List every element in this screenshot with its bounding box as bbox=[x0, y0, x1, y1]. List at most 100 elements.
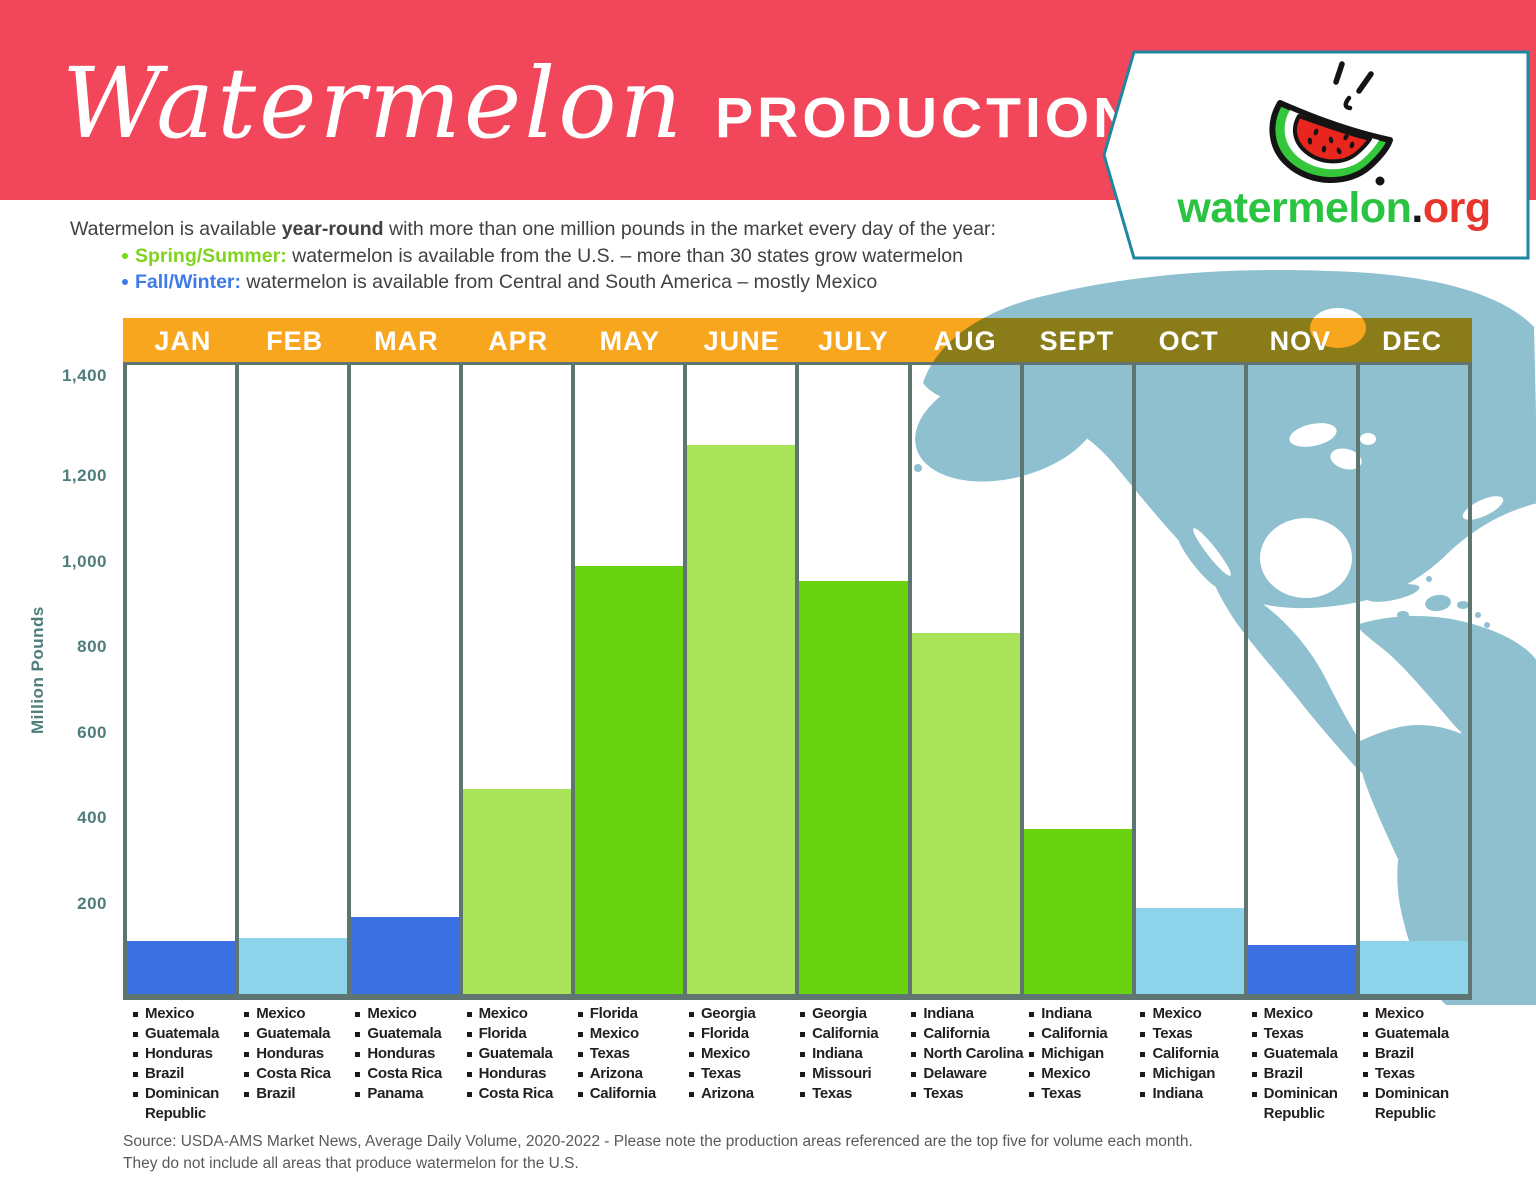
bullet-dot-icon bbox=[122, 279, 128, 285]
producer-lists-row: Mexico Guatemala Honduras Brazil Dominican R… bbox=[123, 1004, 1472, 1124]
bar-sept bbox=[1023, 829, 1132, 994]
bullet-dot-icon bbox=[122, 253, 128, 259]
logo-tld: org bbox=[1422, 184, 1491, 232]
producer-item: Delaware bbox=[910, 1064, 1023, 1084]
bar-aug bbox=[911, 633, 1020, 994]
producer-item: Georgia bbox=[688, 1004, 794, 1024]
south-america-silhouette bbox=[1356, 616, 1536, 1005]
intro-bullet-label: Spring/Summer: bbox=[135, 245, 287, 267]
producer-list-feb: Mexico Guatemala Honduras Costa Rica Brazil bbox=[238, 1004, 349, 1124]
intro-bullet-0: Spring/Summer: watermelon is available f… bbox=[120, 243, 1120, 269]
intro-bullet-list: Spring/Summer: watermelon is available f… bbox=[70, 243, 1120, 295]
producer-item: Mexico bbox=[243, 1004, 349, 1024]
y-tick-800: 800 bbox=[77, 637, 107, 656]
intro-bullet-1: Fall/Winter: watermelon is available fro… bbox=[120, 269, 1120, 295]
producer-item: Brazil bbox=[132, 1064, 238, 1084]
producer-item: Guatemala bbox=[1362, 1024, 1468, 1044]
y-tick-600: 600 bbox=[77, 723, 107, 742]
producer-item: Michigan bbox=[1139, 1064, 1245, 1084]
producer-item: Guatemala bbox=[132, 1024, 238, 1044]
producer-item: Dominican Republic bbox=[1362, 1084, 1468, 1124]
month-label-aug: AUG bbox=[933, 326, 997, 356]
producer-item: Indiana bbox=[799, 1044, 905, 1064]
producer-item: Mexico bbox=[1362, 1004, 1468, 1024]
producer-item: Florida bbox=[577, 1004, 683, 1024]
logo-wordmark[interactable]: watermelon.org bbox=[1140, 184, 1528, 233]
bar-jan bbox=[127, 941, 236, 994]
source-note: Source: USDA-AMS Market News, Average Da… bbox=[123, 1131, 1193, 1174]
bar-june bbox=[687, 445, 796, 994]
bar-dec bbox=[1359, 941, 1468, 994]
chart-column-jan bbox=[127, 365, 240, 994]
intro-bold-phrase: year-round bbox=[281, 218, 384, 240]
y-axis-title: Million Pounds bbox=[28, 606, 47, 734]
producer-item: Dominican Republic bbox=[132, 1084, 238, 1124]
producer-list-oct: Mexico Texas California Michigan Indiana bbox=[1134, 1004, 1245, 1124]
source-line-2: They do not include all areas that produ… bbox=[123, 1154, 579, 1172]
intro-text: Watermelon is available year-round with … bbox=[70, 216, 1120, 295]
chart-column-sept bbox=[1023, 365, 1136, 994]
bar-apr bbox=[463, 789, 572, 994]
producer-item: Guatemala bbox=[243, 1024, 349, 1044]
producer-item: Texas bbox=[910, 1084, 1023, 1104]
producer-item: Honduras bbox=[354, 1044, 460, 1064]
producer-item: California bbox=[1028, 1024, 1134, 1044]
producer-item: Mexico bbox=[1251, 1004, 1357, 1024]
month-header-row: JAN FEB MAR APR MAY JUNE JULY AUG SEPT OCT NOV DEC bbox=[123, 318, 1472, 362]
month-label-mar: MAR bbox=[374, 326, 439, 356]
month-label-dec: DEC bbox=[1382, 326, 1443, 356]
producer-item: Mexico bbox=[132, 1004, 238, 1024]
chart-column-may bbox=[575, 365, 688, 994]
producer-item: Panama bbox=[354, 1084, 460, 1104]
sparkle-marks bbox=[1333, 61, 1374, 111]
watermelon-slice-icon bbox=[1269, 61, 1393, 186]
producer-item: Texas bbox=[577, 1044, 683, 1064]
producer-item: Michigan bbox=[1028, 1044, 1134, 1064]
month-label-may: MAY bbox=[599, 326, 661, 356]
producer-list-jan: Mexico Guatemala Honduras Brazil Dominican R… bbox=[127, 1004, 238, 1124]
y-axis: 1,400 1,200 1,000 800 600 400 200 bbox=[0, 0, 113, 1010]
producer-list-mar: Mexico Guatemala Honduras Costa Rica Panama bbox=[349, 1004, 460, 1124]
intro-line1: Watermelon is available year-round with … bbox=[70, 218, 996, 240]
producer-item: Brazil bbox=[1251, 1064, 1357, 1084]
producer-item: Georgia bbox=[799, 1004, 905, 1024]
producer-item: Mexico bbox=[466, 1004, 572, 1024]
producer-list-dec: Mexico Guatemala Brazil Texas Dominican Repu… bbox=[1357, 1004, 1468, 1124]
chart-column-dec bbox=[1359, 365, 1468, 994]
producer-item: Texas bbox=[1028, 1084, 1134, 1104]
producer-list-nov: Mexico Texas Guatemala Brazil Dominican Repu… bbox=[1246, 1004, 1357, 1124]
producer-item: Honduras bbox=[132, 1044, 238, 1064]
producer-item: Texas bbox=[688, 1064, 794, 1084]
y-tick-1200: 1,200 bbox=[61, 466, 107, 485]
producer-item: Mexico bbox=[1139, 1004, 1245, 1024]
month-label-nov: NOV bbox=[1269, 326, 1332, 356]
bar-mar bbox=[351, 917, 460, 994]
producer-item: Honduras bbox=[466, 1064, 572, 1084]
chart-column-nov bbox=[1247, 365, 1360, 994]
producer-item: Brazil bbox=[243, 1084, 349, 1104]
page-title: Watermelon PRODUCTION bbox=[62, 0, 1138, 200]
producer-item: Mexico bbox=[577, 1024, 683, 1044]
month-header-bar bbox=[123, 318, 1472, 362]
producer-item: Honduras bbox=[243, 1044, 349, 1064]
producer-item: Texas bbox=[799, 1084, 905, 1104]
producer-list-june: Georgia Florida Mexico Texas Arizona bbox=[683, 1004, 794, 1124]
producer-item: Florida bbox=[688, 1024, 794, 1044]
bar-may bbox=[575, 566, 684, 994]
producer-item: Indiana bbox=[910, 1004, 1023, 1024]
chart-column-july bbox=[799, 365, 912, 994]
producer-list-july: Georgia California Indiana Missouri Texas bbox=[794, 1004, 905, 1124]
producer-item: Mexico bbox=[688, 1044, 794, 1064]
producer-list-aug: Indiana California North Carolina Delaware T… bbox=[905, 1004, 1024, 1124]
bar-feb bbox=[239, 938, 348, 994]
producer-item: Costa Rica bbox=[243, 1064, 349, 1084]
producer-item: Arizona bbox=[688, 1084, 794, 1104]
month-label-jan: JAN bbox=[154, 326, 212, 356]
y-tick-1400: 1,400 bbox=[61, 366, 107, 385]
chart-plot-area bbox=[123, 362, 1472, 1000]
bar-nov bbox=[1247, 945, 1356, 994]
logo-name: watermelon bbox=[1177, 184, 1412, 232]
producer-item: California bbox=[577, 1084, 683, 1104]
chart-column-mar bbox=[351, 365, 464, 994]
trademark-dot bbox=[1375, 176, 1385, 186]
